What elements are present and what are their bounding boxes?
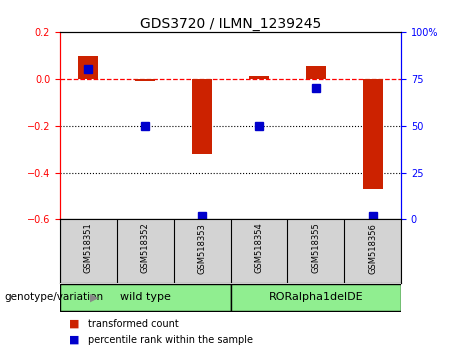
Text: GSM518356: GSM518356: [368, 223, 377, 274]
Bar: [363, 79, 383, 189]
Bar: [230, 284, 401, 311]
Text: RORalpha1delDE: RORalpha1delDE: [268, 292, 363, 302]
Text: GSM518351: GSM518351: [84, 223, 93, 273]
Bar: [249, 76, 269, 79]
Text: transformed count: transformed count: [88, 319, 178, 329]
Text: GSM518352: GSM518352: [141, 223, 150, 273]
Text: GSM518354: GSM518354: [254, 223, 263, 273]
Title: GDS3720 / ILMN_1239245: GDS3720 / ILMN_1239245: [140, 17, 321, 31]
Text: ▶: ▶: [90, 292, 98, 302]
Text: percentile rank within the sample: percentile rank within the sample: [88, 335, 253, 345]
Text: wild type: wild type: [120, 292, 171, 302]
Bar: [78, 57, 98, 79]
Text: genotype/variation: genotype/variation: [5, 292, 104, 302]
Bar: [192, 79, 212, 154]
Bar: [306, 66, 326, 79]
Text: GSM518353: GSM518353: [198, 223, 207, 274]
Bar: [60, 284, 230, 311]
Text: ■: ■: [69, 319, 80, 329]
Bar: [135, 79, 155, 81]
Text: ■: ■: [69, 335, 80, 345]
Text: GSM518355: GSM518355: [311, 223, 320, 273]
